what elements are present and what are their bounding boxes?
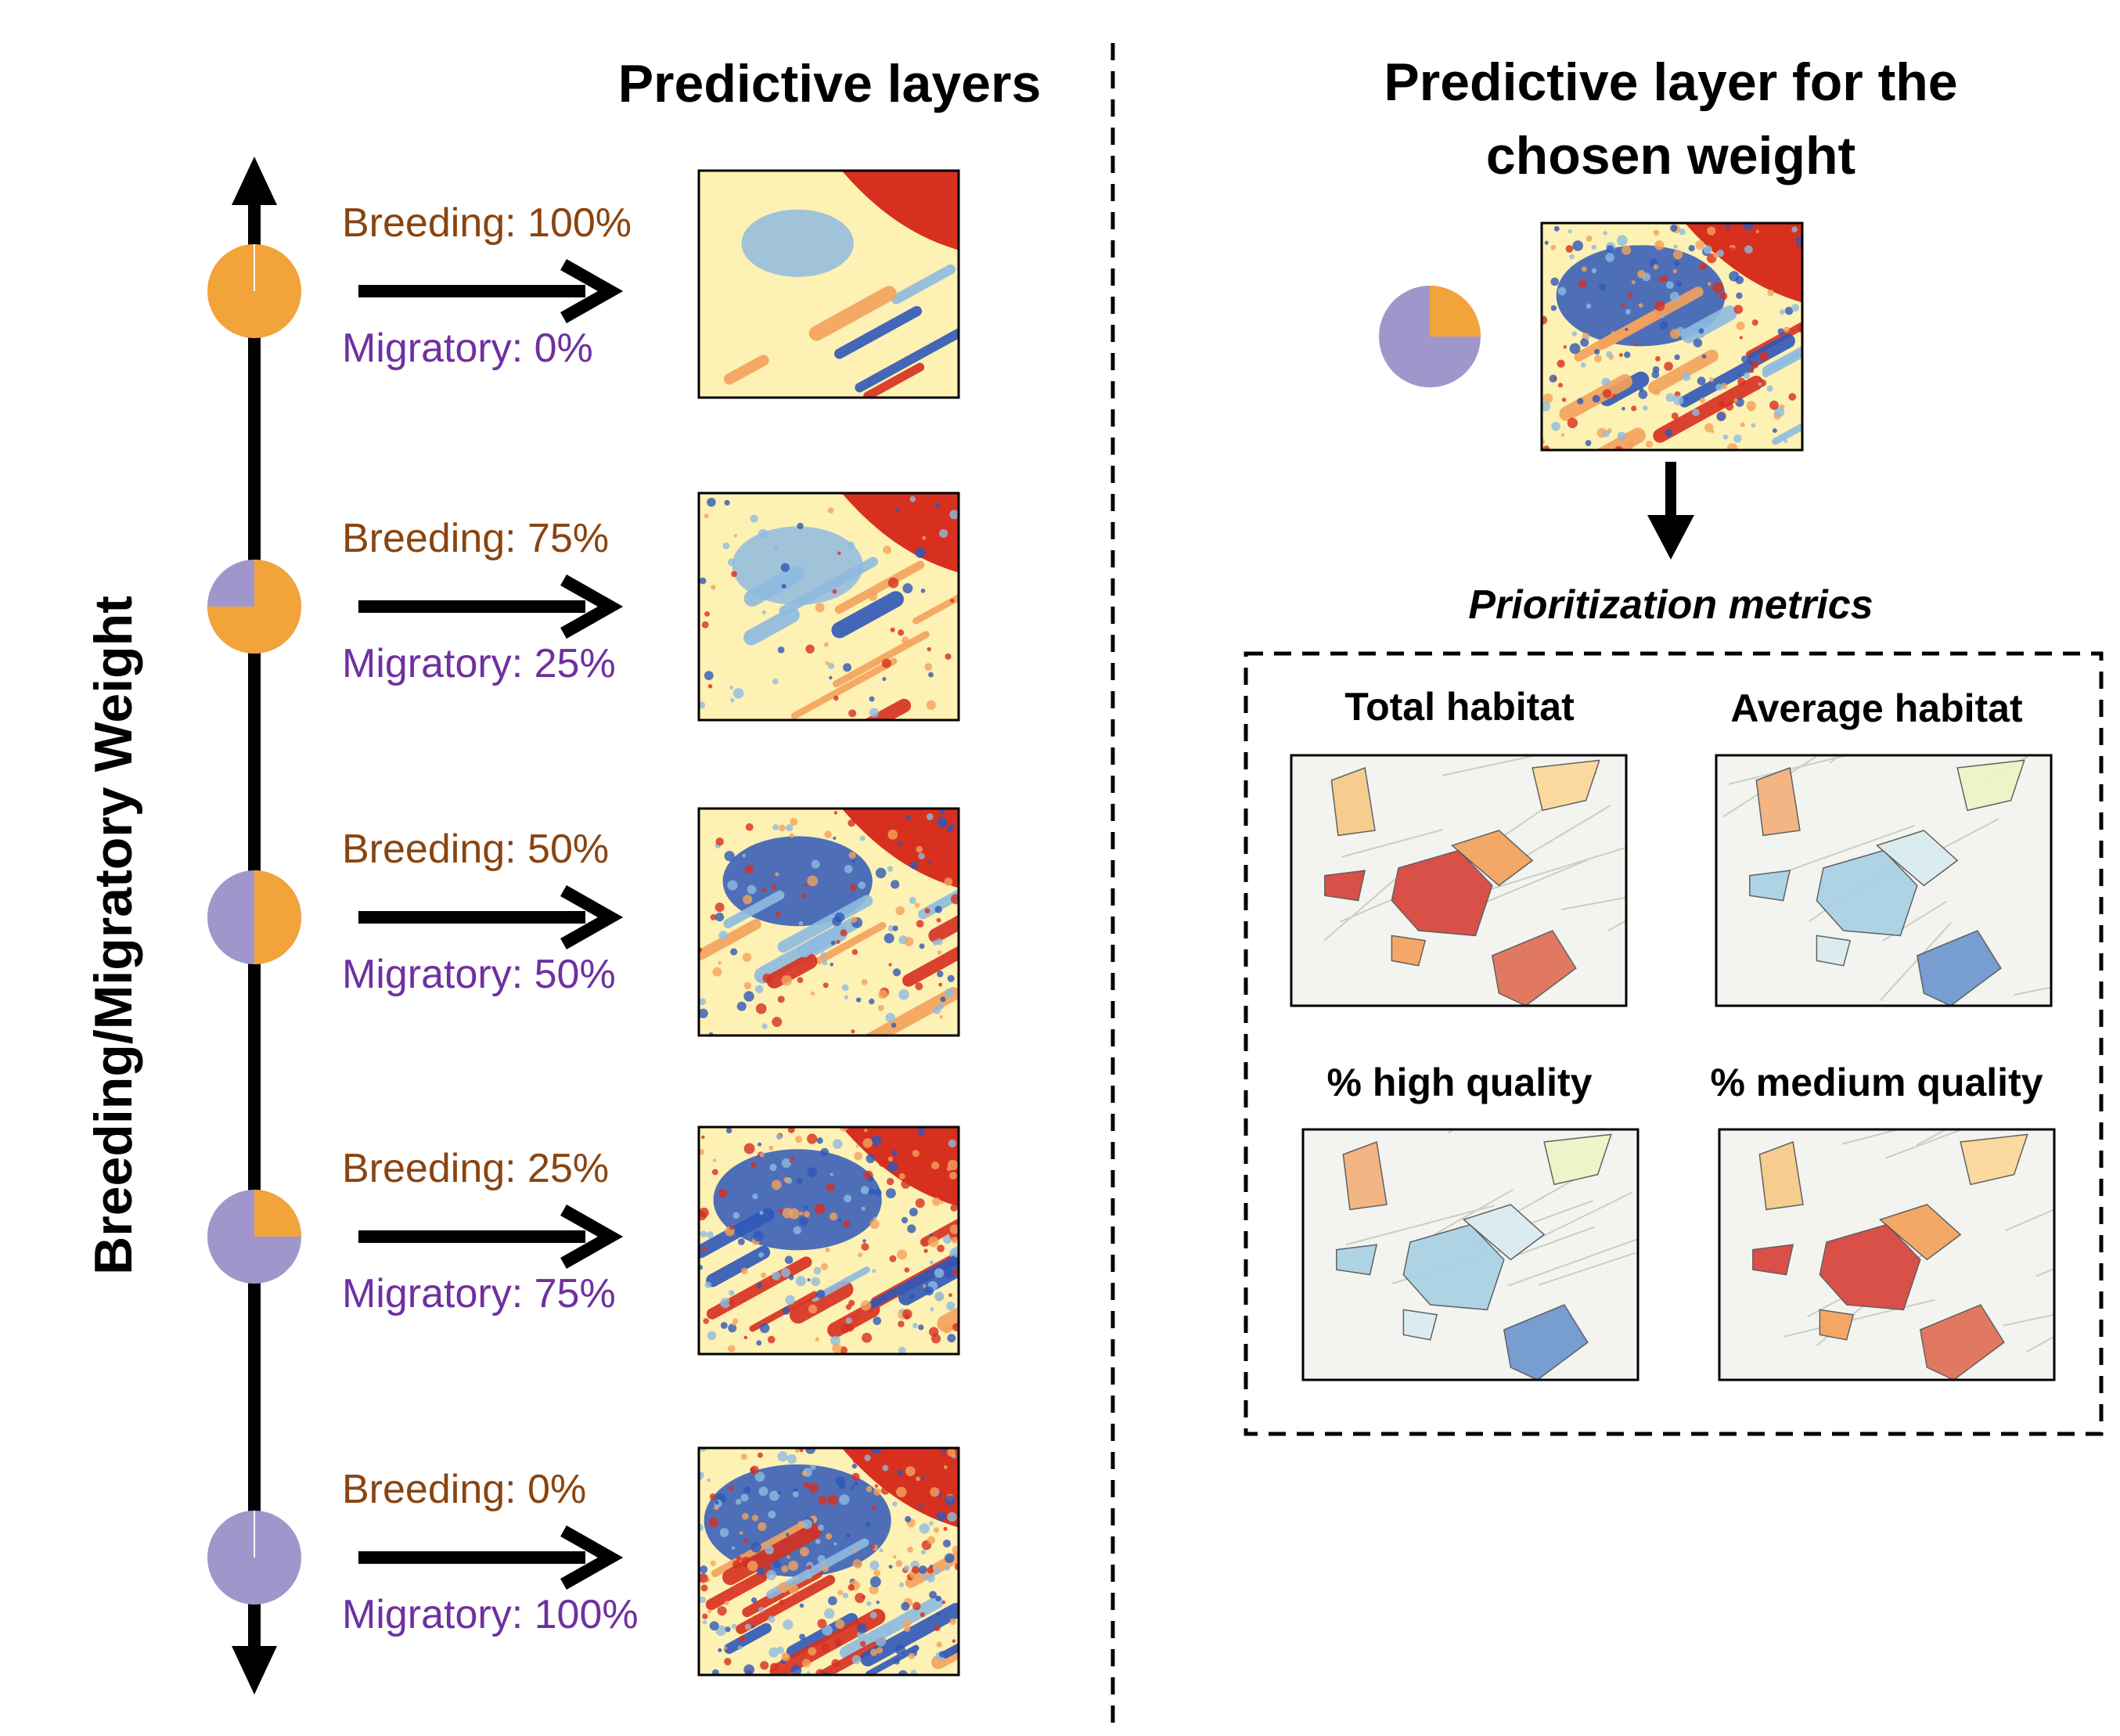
weight-pie-chart (207, 244, 301, 338)
habitat-parcel (1755, 766, 1801, 837)
habitat-parcel (1402, 1309, 1438, 1341)
arrow-right-icon (560, 259, 624, 323)
predictive-layer-map (697, 492, 960, 722)
metric-panel: % high quality (1301, 1061, 1639, 1381)
habitat-parcel (1543, 1133, 1612, 1186)
breeding-label: Breeding: 100% (342, 200, 632, 246)
predictive-layer-map (697, 807, 960, 1037)
weight-pie-chart (207, 870, 301, 964)
weight-row: Breeding: 0% Migratory: 100% (207, 1446, 960, 1677)
weight-pie-chart (207, 1190, 301, 1284)
weight-pie-chart (207, 560, 301, 654)
breeding-label: Breeding: 75% (342, 516, 609, 561)
metric-title: % high quality (1327, 1061, 1593, 1104)
arrow-down-to-metrics-icon (1647, 462, 1694, 560)
weight-pie-chart (207, 1511, 301, 1605)
habitat-parcel (1391, 935, 1427, 967)
habitat-parcel (1819, 1309, 1855, 1341)
metrics-title: Prioritization metrics (1468, 582, 1873, 628)
migratory-label: Migratory: 75% (342, 1271, 616, 1316)
metric-panel: Average habitat (1715, 686, 2053, 1007)
weight-row: Breeding: 75% Migratory: 25% (207, 492, 960, 722)
metric-map (1719, 1129, 2054, 1380)
breeding-label: Breeding: 0% (342, 1467, 586, 1512)
arrow-right-icon (560, 574, 624, 639)
migratory-label: Migratory: 25% (342, 641, 616, 686)
arrow-down-icon (232, 1646, 277, 1695)
pie-breeding-slice (254, 1190, 301, 1237)
pie-breeding-slice (254, 870, 301, 964)
chosen-predictive-layer-map (1540, 222, 1804, 452)
metric-map (1291, 755, 1626, 1006)
chosen-weight-pie-chart (1379, 286, 1481, 387)
axis-label: Breeding/Migratory Weight (84, 596, 143, 1275)
habitat-parcel (1752, 1244, 1794, 1276)
weight-row: Breeding: 100% Migratory: 0% (207, 169, 960, 399)
arrow-up-icon (232, 157, 277, 205)
arrow-right-icon (560, 1525, 624, 1590)
metrics-box (1244, 651, 2104, 1436)
habitat-parcel (1816, 935, 1852, 967)
predictive-layer-map (697, 1126, 960, 1356)
weight-row: Breeding: 25% Migratory: 75% (207, 1126, 960, 1356)
metric-panel: Total habitat (1290, 685, 1628, 1007)
metric-title: % medium quality (1710, 1061, 2043, 1104)
predictive-layer-map (697, 169, 960, 399)
habitat-parcel (1330, 766, 1376, 837)
habitat-parcel (1875, 830, 1959, 887)
left-panel-title: Predictive layers (618, 54, 1042, 113)
breeding-label: Breeding: 25% (342, 1146, 609, 1191)
habitat-parcel (1450, 830, 1534, 887)
habitat-parcel (1532, 759, 1600, 812)
habitat-parcel (1491, 930, 1577, 1006)
metric-panel: % medium quality (1710, 1061, 2056, 1381)
metric-title: Average habitat (1730, 686, 2023, 730)
habitat-parcel (1956, 759, 2025, 812)
weight-rows: Breeding: 100% Migratory: 0% Breeding: 75%… (207, 169, 960, 1677)
habitat-parcel (1749, 870, 1791, 902)
metric-map (1716, 755, 2051, 1006)
habitat-parcel (1462, 1204, 1546, 1261)
habitat-parcel (1336, 1244, 1378, 1276)
arrow-right-icon (560, 885, 624, 949)
habitat-parcel (1503, 1304, 1589, 1380)
habitat-parcel (1878, 1204, 1962, 1261)
habitat-parcel (1916, 930, 2002, 1006)
migratory-label: Migratory: 50% (342, 952, 616, 997)
weight-row: Breeding: 50% Migratory: 50% (207, 807, 960, 1037)
pie-breeding-slice (207, 560, 301, 654)
breeding-label: Breeding: 50% (342, 827, 609, 872)
metric-map (1303, 1129, 1638, 1380)
chosen-weight-group (1379, 222, 1804, 452)
metric-title: Total habitat (1344, 685, 1575, 729)
habitat-parcel (1758, 1140, 1804, 1211)
habitat-parcel (1324, 870, 1366, 902)
migratory-label: Migratory: 100% (342, 1592, 639, 1637)
habitat-parcel (1342, 1140, 1388, 1211)
predictive-layer-map (697, 1446, 960, 1677)
right-panel-title-line1: Predictive layer for the (1384, 52, 1957, 112)
migratory-label: Migratory: 0% (342, 326, 593, 371)
habitat-parcel (1919, 1304, 2005, 1380)
metrics-maps: Total habitat Average habitat % high quali… (1290, 685, 2056, 1381)
arrow-right-icon (560, 1205, 624, 1269)
right-panel-title-line2: chosen weight (1486, 126, 1855, 185)
habitat-parcel (1960, 1133, 2028, 1186)
pie-breeding-slice (1430, 286, 1481, 337)
